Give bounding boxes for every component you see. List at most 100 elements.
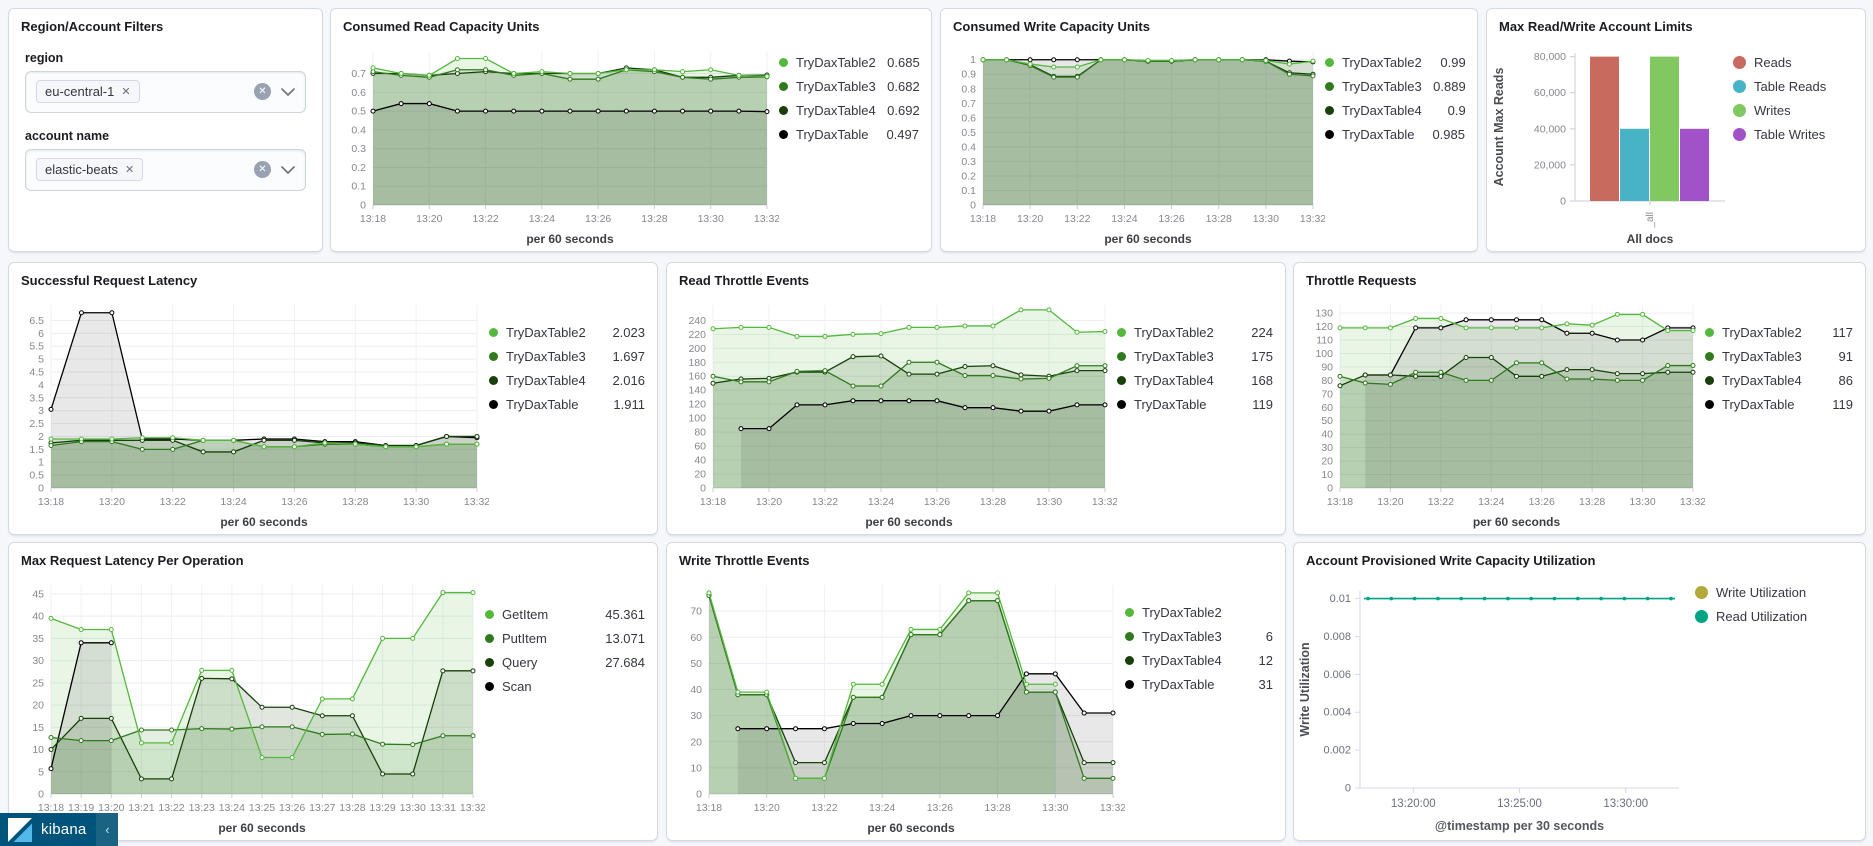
- legend-swatch-icon: [1125, 656, 1134, 665]
- svg-text:13:26: 13:26: [585, 213, 611, 225]
- svg-text:@timestamp per 30 seconds: @timestamp per 30 seconds: [1435, 819, 1604, 833]
- svg-text:240: 240: [688, 315, 706, 327]
- legend-item[interactable]: TryDaxTable3 1.697: [489, 349, 645, 364]
- account-filter-value: elastic-beats: [45, 162, 118, 178]
- svg-text:13:28: 13:28: [1579, 496, 1605, 508]
- svg-text:20: 20: [690, 736, 702, 748]
- legend-label: TryDaxTable4: [1342, 103, 1422, 118]
- legend-item[interactable]: Table Reads: [1733, 79, 1853, 94]
- legend-swatch-icon: [1733, 128, 1746, 141]
- kibana-logo-section[interactable]: kibana: [0, 813, 97, 846]
- legend-item[interactable]: TryDaxTable 119: [1117, 397, 1273, 412]
- svg-text:5: 5: [38, 354, 44, 366]
- svg-text:45: 45: [32, 588, 44, 600]
- legend-label: Table Reads: [1754, 79, 1827, 94]
- svg-text:13:30: 13:30: [400, 802, 426, 814]
- svg-text:4.5: 4.5: [29, 367, 44, 379]
- legend-item[interactable]: TryDaxTable 0.497: [779, 127, 919, 142]
- legend-swatch-icon: [779, 58, 788, 67]
- svg-text:13:29: 13:29: [369, 802, 395, 814]
- legend-label: TryDaxTable3: [1342, 79, 1422, 94]
- svg-text:per 60 seconds: per 60 seconds: [220, 515, 308, 529]
- legend-item[interactable]: TryDaxTable3 0.682: [779, 79, 920, 94]
- legend-item[interactable]: TryDaxTable2: [1125, 605, 1273, 620]
- panel-throttle-requests: Throttle Requests 0 10 20 30 40 50 60 70 80 90 100…: [1293, 262, 1866, 535]
- svg-text:100: 100: [1315, 348, 1333, 360]
- svg-text:13:28: 13:28: [339, 802, 365, 814]
- svg-text:13:32: 13:32: [1680, 496, 1705, 508]
- svg-text:4: 4: [38, 379, 44, 391]
- legend-item[interactable]: PutItem 13.071: [485, 631, 645, 646]
- legend-item[interactable]: Query 27.684: [485, 655, 645, 670]
- region-filter-value: eu-central-1: [45, 84, 115, 100]
- region-combobox[interactable]: eu-central-1 ✕ ✕: [25, 70, 306, 113]
- legend-item[interactable]: TryDaxTable2 0.685: [779, 55, 920, 70]
- legend-swatch-icon: [1117, 400, 1126, 409]
- legend-label: Writes: [1754, 103, 1791, 118]
- legend-item[interactable]: TryDaxTable4 0.9: [1325, 103, 1466, 118]
- legend-label: TryDaxTable: [1134, 397, 1207, 412]
- svg-text:0: 0: [696, 789, 702, 801]
- svg-text:13:20: 13:20: [1017, 213, 1043, 225]
- svg-text:5.5: 5.5: [29, 341, 44, 353]
- legend-item[interactable]: TryDaxTable4 86: [1705, 373, 1853, 388]
- legend-item[interactable]: TryDaxTable4 168: [1117, 373, 1273, 388]
- svg-text:30: 30: [1321, 442, 1333, 454]
- region-clear-icon[interactable]: ✕: [254, 83, 271, 101]
- legend-item[interactable]: TryDaxTable4 2.016: [489, 373, 645, 388]
- region-chevron-down-icon[interactable]: [281, 87, 295, 96]
- legend-item[interactable]: TryDaxTable4 0.692: [779, 103, 920, 118]
- legend-item[interactable]: Scan: [485, 679, 645, 694]
- legend-item[interactable]: TryDaxTable 1.911: [489, 397, 645, 412]
- svg-text:60: 60: [1321, 402, 1333, 414]
- svg-text:13:18: 13:18: [360, 213, 386, 225]
- collapse-nav-icon[interactable]: ‹: [96, 813, 119, 846]
- panel-max-request-latency: Max Request Latency Per Operation 0 5 10 15…: [8, 542, 658, 841]
- chart-max-request-latency: 0 5 10 15 20 25 30 35 40 45 13:18 13:19 13:20 13:21 13…: [9, 573, 486, 840]
- account-clear-icon[interactable]: ✕: [254, 161, 271, 179]
- legend-item[interactable]: TryDaxTable 119: [1705, 397, 1853, 412]
- legend-swatch-icon: [1705, 400, 1714, 409]
- account-chevron-down-icon[interactable]: [281, 165, 295, 174]
- legend-value: 0.497: [886, 127, 919, 142]
- svg-text:per 60 seconds: per 60 seconds: [1104, 232, 1192, 246]
- legend: Reads Table Reads Writes Table Writes: [1733, 39, 1865, 251]
- legend-item[interactable]: Writes: [1733, 103, 1853, 118]
- legend-item[interactable]: TryDaxTable3 91: [1705, 349, 1853, 364]
- svg-text:20: 20: [32, 700, 44, 712]
- legend-value: 119: [1832, 397, 1853, 412]
- legend-item[interactable]: TryDaxTable2 2.023: [489, 325, 645, 340]
- legend-item[interactable]: TryDaxTable 0.985: [1325, 127, 1465, 142]
- account-pill-remove-icon[interactable]: ✕: [124, 164, 135, 177]
- legend-item[interactable]: TryDaxTable3 0.889: [1325, 79, 1466, 94]
- svg-text:120: 120: [1315, 321, 1333, 333]
- legend-item[interactable]: TryDaxTable3 175: [1117, 349, 1273, 364]
- svg-text:0.01: 0.01: [1330, 593, 1351, 605]
- legend-item[interactable]: TryDaxTable2 117: [1705, 325, 1853, 340]
- svg-text:15: 15: [32, 722, 44, 734]
- legend-item[interactable]: TryDaxTable 31: [1125, 677, 1273, 692]
- legend-value: 175: [1251, 349, 1273, 364]
- legend-item[interactable]: Table Writes: [1733, 127, 1853, 142]
- legend-item[interactable]: Write Utilization: [1695, 585, 1853, 600]
- legend-item[interactable]: TryDaxTable4 12: [1125, 653, 1273, 668]
- svg-text:13:20: 13:20: [754, 802, 780, 814]
- svg-text:13:20: 13:20: [99, 496, 125, 508]
- legend-swatch-icon: [485, 658, 494, 667]
- svg-text:13:21: 13:21: [128, 802, 154, 814]
- legend-label: TryDaxTable2: [1342, 55, 1422, 70]
- svg-text:Account Max Reads: Account Max Reads: [1492, 68, 1506, 187]
- svg-text:40,000: 40,000: [1534, 123, 1566, 135]
- svg-text:13:25:00: 13:25:00: [1497, 798, 1542, 810]
- legend-item[interactable]: Read Utilization: [1695, 609, 1853, 624]
- legend-item[interactable]: Reads: [1733, 55, 1853, 70]
- account-name-combobox[interactable]: elastic-beats ✕ ✕: [25, 148, 306, 191]
- legend-item[interactable]: TryDaxTable2 224: [1117, 325, 1273, 340]
- legend-item[interactable]: TryDaxTable2 0.99: [1325, 55, 1466, 70]
- svg-text:13:20: 13:20: [416, 213, 442, 225]
- svg-text:0.7: 0.7: [961, 98, 976, 110]
- region-pill-remove-icon[interactable]: ✕: [121, 86, 131, 99]
- legend-item[interactable]: GetItem 45.361: [485, 607, 645, 622]
- legend-item[interactable]: TryDaxTable3 6: [1125, 629, 1273, 644]
- legend-label: TryDaxTable4: [1142, 653, 1222, 668]
